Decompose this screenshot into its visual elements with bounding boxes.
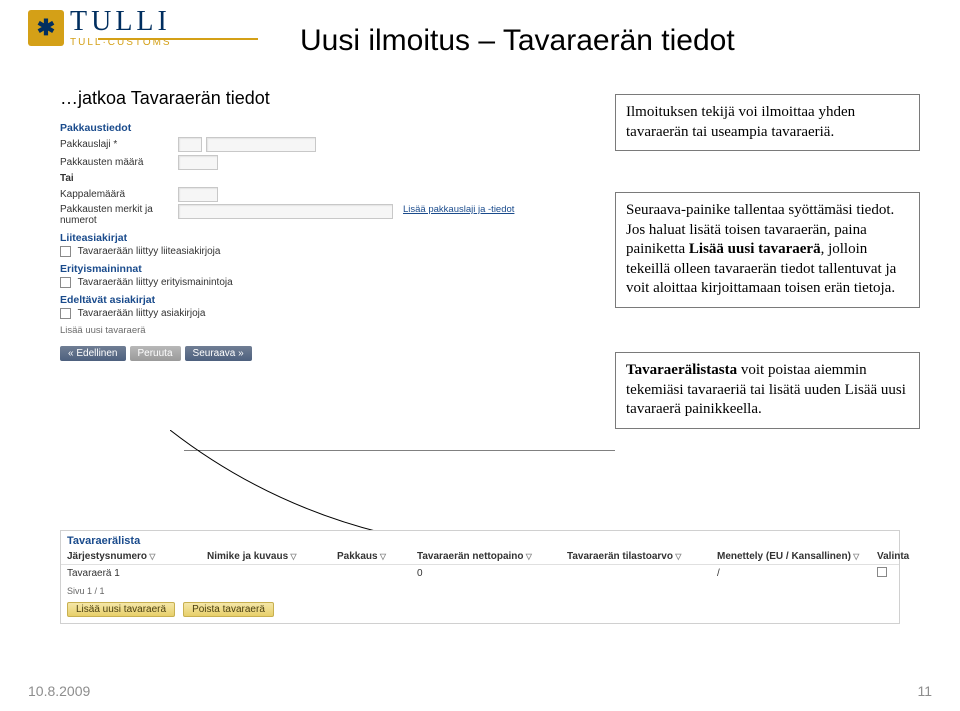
nav-buttons: Edellinen Peruuta Seuraava	[60, 346, 560, 361]
subtitle: …jatkoa Tavaraerän tiedot	[60, 88, 270, 109]
page-title: Uusi ilmoitus – Tavaraerän tiedot	[300, 24, 735, 58]
checkbox-liiteasiakirjat[interactable]	[60, 246, 71, 257]
section-liiteasiakirjat: Liiteasiakirjat	[60, 232, 560, 244]
footer-page: 11	[917, 683, 932, 699]
logo-main-text: TULLI	[70, 8, 172, 36]
col-jarjestysnumero[interactable]: Järjestysnumero	[67, 551, 207, 562]
btn-poista-tavaraera[interactable]: Poista tavaraerä	[183, 602, 274, 617]
row-select-checkbox[interactable]	[877, 567, 887, 577]
table-header-row: Järjestysnumero Nimike ja kuvaus Pakkaus…	[61, 549, 899, 565]
col-nimike[interactable]: Nimike ja kuvaus	[207, 551, 337, 562]
checkbox-edeltavat-asiakirjat[interactable]	[60, 308, 71, 319]
checkbox-erityismaininnat[interactable]	[60, 277, 71, 288]
footer-date: 10.8.2009	[28, 683, 90, 699]
label-tai: Tai	[60, 173, 560, 184]
logo: ✱ TULLI TULL·CUSTOMS	[28, 8, 172, 48]
section-pakkaustiedot: Pakkaustiedot	[60, 122, 560, 134]
col-tilastoarvo[interactable]: Tavaraerän tilastoarvo	[567, 551, 717, 562]
input-pakkauslaji-text[interactable]	[206, 137, 316, 152]
col-menettely[interactable]: Menettely (EU / Kansallinen)	[717, 551, 877, 562]
label-cb-edeltavat: Tavaraerään liittyy asiakirjoja	[78, 308, 206, 319]
link-lisaa-uusi-tavaraera-gray[interactable]: Lisää uusi tavaraerä	[60, 325, 560, 336]
label-pakkausten-maara: Pakkausten määrä	[60, 157, 178, 168]
input-pakkauslaji-code[interactable]	[178, 137, 202, 152]
info-box-3: Tavaraerälistasta voit poistaa aiemmin t…	[615, 352, 920, 429]
nav-cancel-button[interactable]: Peruuta	[130, 346, 181, 361]
section-erityismaininnat: Erityismaininnat	[60, 263, 560, 275]
input-kappalemaara[interactable]	[178, 187, 218, 202]
info-box-2: Seuraava-painike tallentaa syöttämäsi ti…	[615, 192, 920, 308]
cell-nettopaino: 0	[417, 568, 567, 579]
input-pakkausten-maara[interactable]	[178, 155, 218, 170]
label-cb-erityis: Tavaraerään liittyy erityismainintoja	[78, 277, 233, 288]
label-kappalemaara: Kappalemäärä	[60, 189, 178, 200]
col-pakkaus[interactable]: Pakkaus	[337, 551, 417, 562]
tavaraeralista-panel: Tavaraerälista Järjestysnumero Nimike ja…	[60, 530, 900, 624]
btn-lisaa-uusi-tavaraera[interactable]: Lisää uusi tavaraerä	[67, 602, 175, 617]
nav-next-button[interactable]: Seuraava	[185, 346, 252, 361]
label-merkit-numerot: Pakkausten merkit ja numerot	[60, 204, 178, 226]
label-pakkauslaji: Pakkauslaji *	[60, 139, 178, 150]
section-edeltavat: Edeltävät asiakirjat	[60, 294, 560, 306]
link-lisaa-pakkauslaji[interactable]: Lisää pakkauslaji ja -tiedot	[403, 204, 514, 215]
slide-footer: 10.8.2009 11	[28, 683, 932, 699]
table-page-indicator: Sivu 1 / 1	[67, 586, 105, 596]
col-valinta: Valinta	[877, 551, 927, 562]
form-panel: Pakkaustiedot Pakkauslaji * Pakkausten m…	[60, 116, 560, 361]
col-nettopaino[interactable]: Tavaraerän nettopaino	[417, 551, 567, 562]
table-row: Tavaraerä 1 0 /	[61, 565, 899, 582]
info-box-1: Ilmoituksen tekijä voi ilmoittaa yhden t…	[615, 94, 920, 151]
label-cb-liite: Tavaraerään liittyy liiteasiakirjoja	[78, 246, 221, 257]
nav-prev-button[interactable]: Edellinen	[60, 346, 126, 361]
input-merkit-numerot[interactable]	[178, 204, 393, 219]
cell-jarjestysnumero: Tavaraerä 1	[67, 568, 207, 579]
cell-menettely: /	[717, 568, 877, 579]
table-heading: Tavaraerälista	[61, 531, 899, 549]
logo-mark-icon: ✱	[28, 10, 64, 46]
